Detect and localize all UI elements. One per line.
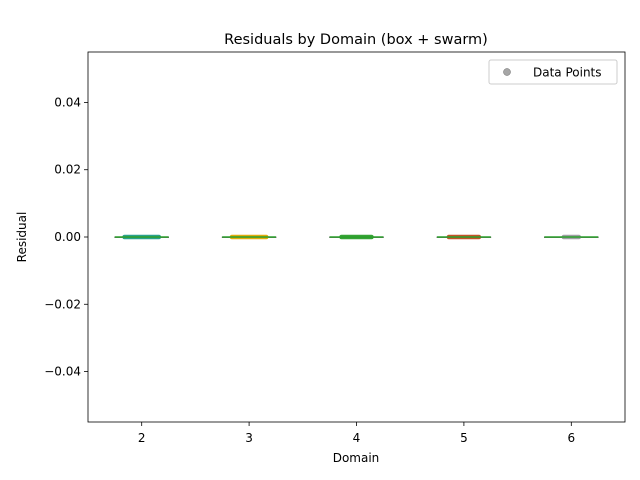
x-tick-label: 4 [353,431,361,445]
domain-group-5 [436,234,492,240]
x-tick-label: 6 [567,431,575,445]
x-axis-label: Domain [333,451,380,465]
legend-label: Data Points [533,66,602,80]
axes-frame [87,51,626,423]
domain-group-3 [221,234,277,240]
y-axis-label: Residual [15,212,29,263]
domain-group-2 [114,234,169,240]
x-tick-label: 3 [245,431,253,445]
plot-area: −0.04 −0.02 0.00 0.02 0.04 2 3 4 5 6 [44,51,626,445]
x-tick-label: 5 [460,431,468,445]
domain-group-4 [329,234,384,240]
domain-group-6 [544,234,599,240]
legend-marker [503,68,511,76]
y-tick-label: 0.04 [54,95,81,109]
y-tick-label: 0.02 [54,163,81,177]
y-tick-label: −0.02 [44,297,81,311]
y-tick-label: −0.04 [44,365,81,379]
legend-box [488,59,618,85]
y-tick-label: 0.00 [54,230,81,244]
x-tick-label: 2 [138,431,146,445]
legend: Data Points [488,59,618,85]
chart-title: Residuals by Domain (box + swarm) [224,32,488,48]
